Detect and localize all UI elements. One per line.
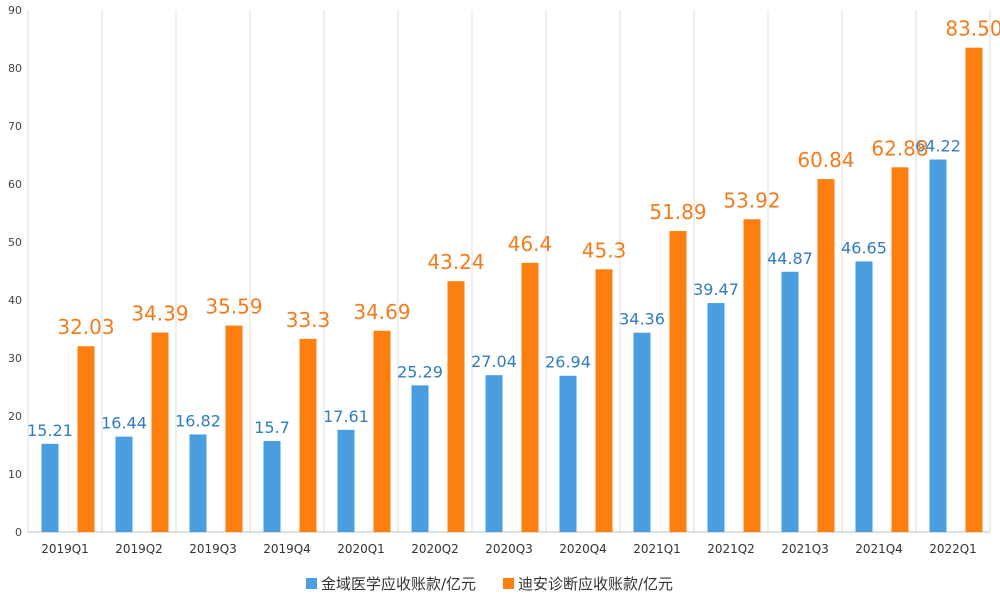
data-label: 35.59 bbox=[205, 295, 262, 319]
bar-series-a bbox=[707, 303, 725, 532]
x-tick-label: 2021Q3 bbox=[781, 542, 829, 556]
data-label: 17.61 bbox=[323, 407, 369, 426]
data-label: 32.03 bbox=[57, 315, 114, 339]
bar-series-b bbox=[299, 338, 317, 532]
bars bbox=[41, 47, 983, 533]
bar-series-b bbox=[743, 219, 761, 533]
data-label: 51.89 bbox=[649, 200, 706, 224]
legend-label: 金域医学应收账款/亿元 bbox=[321, 575, 476, 593]
bar-series-b bbox=[965, 47, 983, 532]
x-tick-label: 2021Q2 bbox=[707, 542, 755, 556]
x-tick-label: 2020Q1 bbox=[337, 542, 385, 556]
bar-series-b bbox=[891, 167, 909, 532]
bar-series-a bbox=[855, 261, 873, 532]
data-label: 60.84 bbox=[797, 148, 854, 172]
x-tick-label: 2021Q1 bbox=[633, 542, 681, 556]
x-tick-label: 2020Q4 bbox=[559, 542, 607, 556]
bar-series-a bbox=[485, 375, 503, 532]
data-label: 46.65 bbox=[841, 238, 887, 257]
bar-series-a bbox=[189, 434, 207, 532]
bar-series-a bbox=[633, 332, 651, 532]
y-tick-label: 90 bbox=[8, 4, 22, 17]
data-label: 25.29 bbox=[397, 362, 443, 381]
legend-swatch bbox=[306, 578, 317, 589]
x-tick-label: 2020Q3 bbox=[485, 542, 533, 556]
y-axis: 0 10 20 30 40 50 60 70 80 90 bbox=[8, 4, 22, 539]
data-label: 34.69 bbox=[353, 300, 410, 324]
y-tick-label: 0 bbox=[15, 526, 22, 539]
bar-series-b bbox=[151, 332, 169, 532]
x-axis: 2019Q1 2019Q2 2019Q3 2019Q4 2020Q1 2020Q2 2020… bbox=[41, 542, 977, 556]
x-tick-label: 2019Q3 bbox=[189, 542, 237, 556]
data-label: 15.21 bbox=[27, 421, 73, 440]
legend: 金域医学应收账款/亿元 迪安诊断应收账款/亿元 bbox=[306, 575, 673, 593]
data-label: 16.82 bbox=[175, 411, 221, 430]
y-tick-label: 50 bbox=[8, 236, 22, 249]
data-label: 44.87 bbox=[767, 249, 813, 268]
x-tick-label: 2019Q1 bbox=[41, 542, 89, 556]
data-label: 53.92 bbox=[723, 188, 780, 212]
data-label: 34.39 bbox=[131, 302, 188, 326]
data-label: 34.36 bbox=[619, 310, 665, 329]
data-label: 39.47 bbox=[693, 280, 739, 299]
x-tick-label: 2020Q2 bbox=[411, 542, 459, 556]
bar-series-a bbox=[781, 271, 799, 532]
data-label: 15.7 bbox=[254, 418, 290, 437]
data-label: 26.94 bbox=[545, 353, 591, 372]
x-tick-label: 2019Q4 bbox=[263, 542, 311, 556]
data-label: 46.4 bbox=[508, 232, 553, 256]
bar-series-b bbox=[669, 231, 687, 532]
bar-series-a bbox=[115, 436, 133, 532]
bar-series-b bbox=[817, 179, 835, 533]
data-label: 43.24 bbox=[427, 250, 484, 274]
bar-series-a bbox=[929, 159, 947, 533]
bar-series-b bbox=[373, 330, 391, 532]
bar-series-a bbox=[263, 440, 281, 532]
y-tick-label: 60 bbox=[8, 178, 22, 191]
data-label: 62.88 bbox=[871, 136, 928, 160]
legend-swatch bbox=[503, 578, 514, 589]
y-tick-label: 10 bbox=[8, 468, 22, 481]
bar-series-b bbox=[77, 346, 95, 532]
bar-series-a bbox=[559, 375, 577, 532]
data-label: 33.3 bbox=[286, 308, 331, 332]
bar-series-b bbox=[595, 269, 613, 532]
bar-series-a bbox=[337, 429, 355, 532]
data-labels: 15.21 16.44 16.82 15.7 17.61 25.29 27.04 26.94 3… bbox=[27, 17, 1000, 440]
data-label: 83.50 bbox=[945, 17, 1000, 41]
grid-lines bbox=[27, 10, 991, 533]
x-tick-label: 2021Q4 bbox=[855, 542, 903, 556]
bar-series-b bbox=[225, 325, 243, 532]
y-tick-label: 20 bbox=[8, 410, 22, 423]
y-tick-label: 70 bbox=[8, 120, 22, 133]
x-tick-label: 2019Q2 bbox=[115, 542, 163, 556]
bar-series-a bbox=[41, 443, 59, 532]
data-label: 64.22 bbox=[915, 137, 961, 156]
y-tick-label: 80 bbox=[8, 62, 22, 75]
bar-series-b bbox=[521, 262, 539, 532]
data-label: 16.44 bbox=[101, 414, 147, 433]
data-label: 27.04 bbox=[471, 352, 517, 371]
bar-series-a bbox=[411, 385, 429, 532]
legend-label: 迪安诊断应收账款/亿元 bbox=[518, 575, 673, 593]
data-label: 45.3 bbox=[582, 238, 627, 262]
y-tick-label: 30 bbox=[8, 352, 22, 365]
bar-series-b bbox=[447, 281, 465, 532]
x-tick-label: 2022Q1 bbox=[929, 542, 977, 556]
y-tick-label: 40 bbox=[8, 294, 22, 307]
